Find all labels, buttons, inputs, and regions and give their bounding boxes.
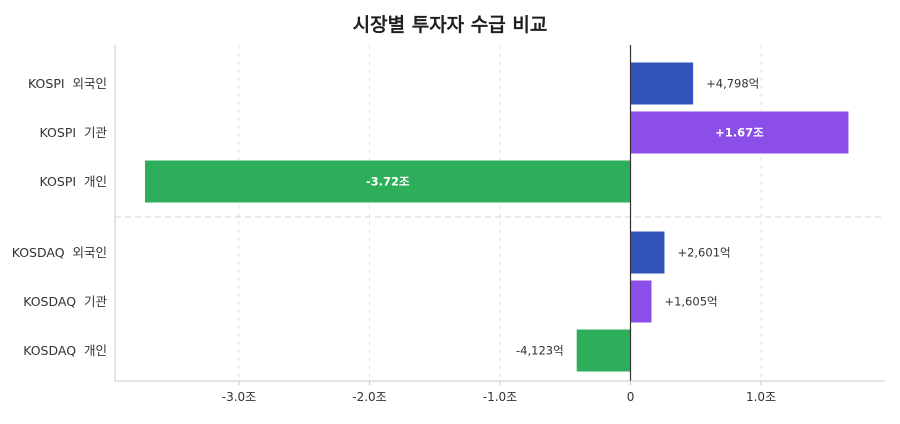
category-label: KOSDAQ 외국인 — [12, 245, 107, 260]
data-label: -4,123억 — [516, 344, 564, 358]
bar — [630, 280, 652, 323]
chart-title: 시장별 투자자 수급 비교 — [352, 14, 548, 36]
data-label: +1,605억 — [664, 295, 717, 309]
bar — [630, 231, 665, 274]
category-label: KOSDAQ 개인 — [23, 343, 107, 358]
bar — [145, 160, 631, 203]
x-tick-label: -3.0조 — [222, 390, 256, 404]
category-label: KOSPI 외국인 — [28, 76, 107, 91]
data-label: +2,601억 — [677, 246, 730, 260]
x-tick-label: -2.0조 — [352, 390, 386, 404]
bar — [576, 329, 631, 372]
category-label: KOSPI 개인 — [40, 174, 107, 189]
x-tick-label: 0 — [627, 390, 635, 404]
data-label: +1.67조 — [715, 126, 764, 140]
bar — [630, 62, 694, 105]
category-label: KOSDAQ 기관 — [23, 294, 107, 309]
x-tick-label: 1.0조 — [746, 390, 776, 404]
x-tick-label: -1.0조 — [483, 390, 517, 404]
data-label: +4,798억 — [706, 77, 759, 91]
bar — [630, 111, 849, 154]
category-label: KOSPI 기관 — [40, 125, 108, 140]
data-label: -3.72조 — [366, 175, 410, 189]
